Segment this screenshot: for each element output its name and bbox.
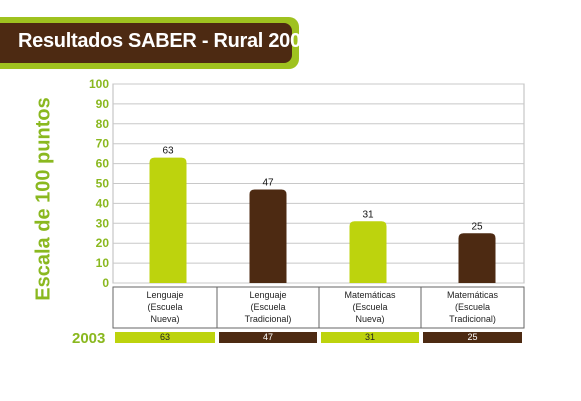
y-tick-label: 0 xyxy=(102,276,109,290)
bar xyxy=(349,221,387,283)
table-cell: 47 xyxy=(219,332,317,343)
bar-value-label: 25 xyxy=(471,221,483,232)
y-tick-label: 20 xyxy=(96,236,110,250)
bar xyxy=(249,189,287,283)
y-tick-label: 50 xyxy=(96,177,110,191)
bar xyxy=(149,157,187,283)
category-label: Matemáticas (Escuela Nueva) xyxy=(344,290,396,324)
y-tick-label: 90 xyxy=(96,97,110,111)
table-cell: 63 xyxy=(115,332,215,343)
title-banner: Resultados SABER - Rural 2003 xyxy=(0,17,312,69)
bar xyxy=(458,233,496,283)
bar-value-label: 31 xyxy=(362,209,374,220)
chart-title: Resultados SABER - Rural 2003 xyxy=(18,30,312,52)
title-banner-inner: Resultados SABER - Rural 2003 xyxy=(0,23,312,63)
y-tick-label: 10 xyxy=(96,256,110,270)
y-tick-label: 60 xyxy=(96,157,110,171)
category-label: Lenguaje (Escuela Nueva) xyxy=(146,290,184,324)
y-tick-label: 40 xyxy=(96,196,110,210)
y-tick-label: 100 xyxy=(89,77,109,91)
category-label: Matemáticas (Escuela Tradicional) xyxy=(446,290,499,324)
y-tick-label: 80 xyxy=(96,117,110,131)
table-row-label: 2003 xyxy=(72,330,106,347)
table-cell: 31 xyxy=(321,332,419,343)
y-tick-label: 30 xyxy=(96,216,110,230)
y-tick-label: 70 xyxy=(96,137,110,151)
bar-value-label: 63 xyxy=(162,146,174,157)
table-cell: 25 xyxy=(423,332,522,343)
bar-value-label: 47 xyxy=(262,177,274,188)
category-label: Lenguaje (Escuela Tradicional) xyxy=(244,290,292,324)
